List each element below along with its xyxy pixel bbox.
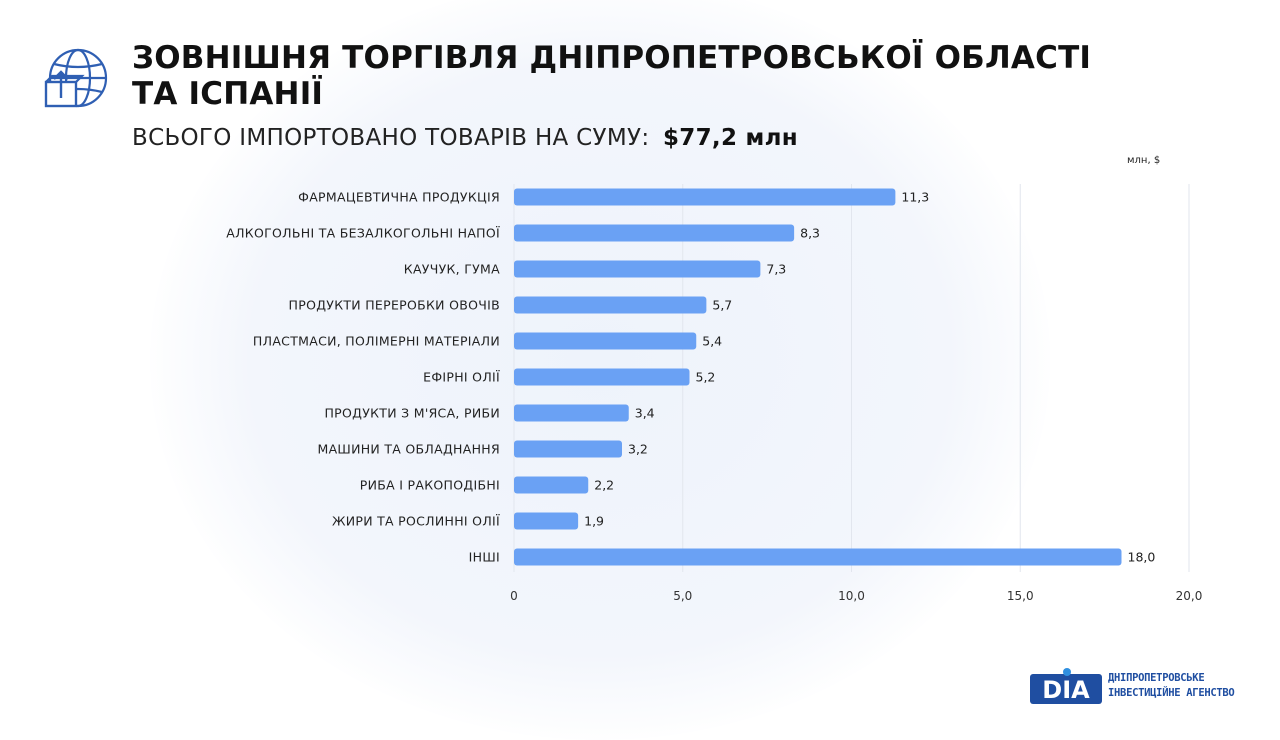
value-label: 3,4 (635, 406, 655, 421)
bar (514, 548, 1122, 566)
label-layer: ФАРМАЦЕВТИЧНА ПРОДУКЦІЯ 11,3 АЛКОГОЛЬНІ ТА… (226, 190, 1155, 565)
bar (514, 260, 761, 278)
category-label: ЕФІРНІ ОЛІЇ (423, 370, 500, 385)
value-label: 8,3 (800, 226, 820, 241)
dia-logo-text: ДНІПРОПЕТРОВСЬКЕ ІНВЕСТИЦІЙНЕ АГЕНСТВО (1108, 671, 1235, 701)
import-total-value: $77,2 млн (663, 125, 798, 151)
x-tick-label: 10,0 (838, 589, 865, 603)
value-label: 11,3 (901, 190, 929, 205)
import-total-subtitle: ВСЬОГО ІМПОРТОВАНО ТОВАРІВ НА СУМУ: $77,… (132, 125, 798, 151)
globe-export-box-icon (44, 46, 108, 112)
value-label: 3,2 (628, 442, 648, 457)
category-label: ІНШІ (469, 550, 500, 565)
category-label: МАШИНИ ТА ОБЛАДНАННЯ (317, 442, 500, 457)
bar (514, 512, 579, 530)
category-label: ПРОДУКТИ З М'ЯСА, РИБИ (324, 406, 500, 421)
subtitle-prefix: ВСЬОГО ІМПОРТОВАНО ТОВАРІВ НА СУМУ: (132, 125, 650, 151)
value-label: 5,2 (696, 370, 716, 385)
bar (514, 368, 690, 386)
page-title: ЗОВНІШНЯ ТОРГІВЛЯ ДНІПРОПЕТРОВСЬКОЇ ОБЛА… (132, 40, 1092, 112)
value-label: 5,7 (712, 298, 732, 313)
unit-label: млн, $ (1127, 155, 1161, 166)
category-label: ПЛАСТМАСИ, ПОЛІМЕРНІ МАТЕРІАЛИ (253, 334, 500, 349)
category-label: АЛКОГОЛЬНІ ТА БЕЗАЛКОГОЛЬНІ НАПОЇ (226, 226, 500, 241)
dia-logo-mark: DIA (1030, 668, 1102, 704)
category-label: ФАРМАЦЕВТИЧНА ПРОДУКЦІЯ (298, 190, 500, 205)
value-label: 5,4 (702, 334, 722, 349)
bar-layer (514, 188, 1122, 566)
value-label: 18,0 (1128, 550, 1156, 565)
category-label: ЖИРИ ТА РОСЛИННІ ОЛІЇ (332, 514, 500, 529)
dia-logo-mark-text: DIA (1042, 676, 1090, 704)
dia-logo: DIA ДНІПРОПЕТРОВСЬКЕ ІНВЕСТИЦІЙНЕ АГЕНСТ… (1030, 668, 1235, 704)
bar (514, 188, 896, 206)
category-label: КАУЧУК, ГУМА (404, 262, 500, 277)
value-label: 1,9 (584, 514, 604, 529)
x-tick-label: 20,0 (1176, 589, 1203, 603)
x-axis-ticks: 0 5,0 10,0 15,0 20,0 (510, 589, 1202, 603)
category-label: ПРОДУКТИ ПЕРЕРОБКИ ОВОЧІВ (289, 298, 500, 313)
value-label: 7,3 (766, 262, 786, 277)
x-tick-label: 15,0 (1007, 589, 1034, 603)
logo-line-2: ІНВЕСТИЦІЙНЕ АГЕНСТВО (1108, 687, 1235, 699)
x-tick-label: 5,0 (673, 589, 692, 603)
bar (514, 296, 707, 314)
bar (514, 404, 629, 422)
x-tick-label: 0 (510, 589, 518, 603)
category-label: РИБА І РАКОПОДІБНІ (360, 478, 500, 493)
bar (514, 476, 589, 494)
bar (514, 440, 622, 458)
bar-chart: ФАРМАЦЕВТИЧНА ПРОДУКЦІЯ 11,3 АЛКОГОЛЬНІ ТА… (226, 184, 1202, 603)
value-label: 2,2 (594, 478, 614, 493)
logo-line-1: ДНІПРОПЕТРОВСЬКЕ (1108, 672, 1205, 684)
bar (514, 332, 697, 350)
bar (514, 224, 795, 242)
